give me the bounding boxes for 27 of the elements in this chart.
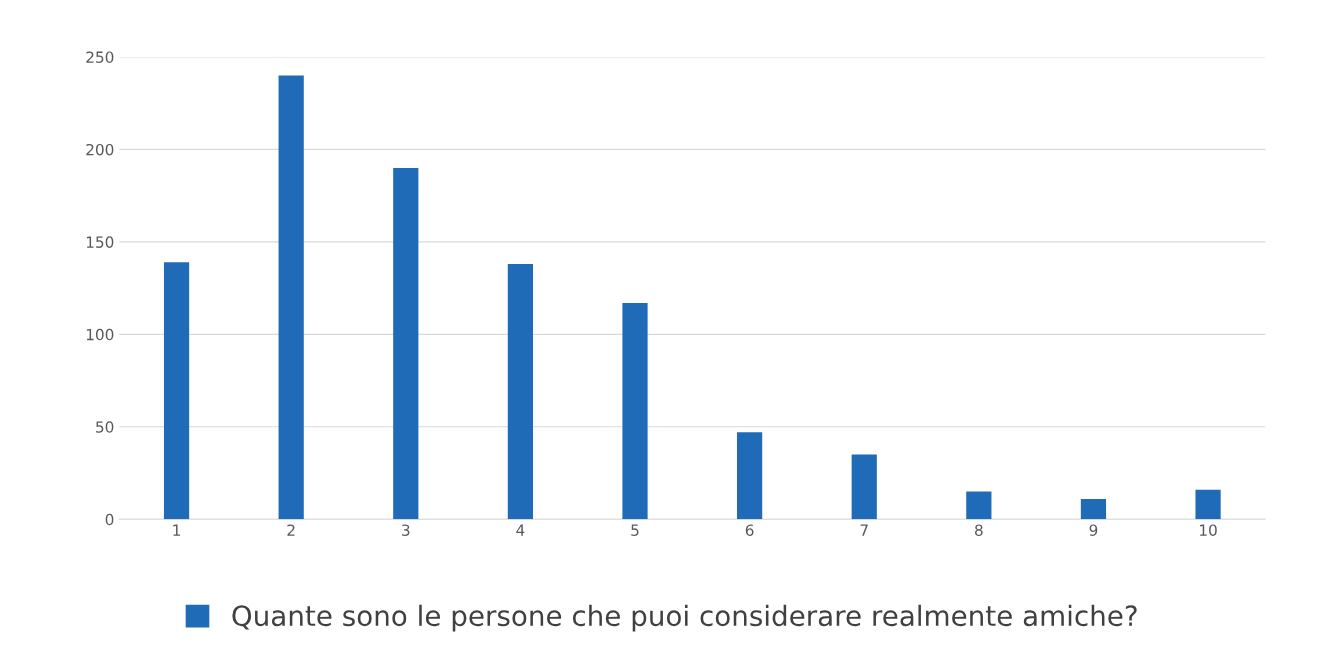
x-tick-label: 9: [1089, 524, 1098, 536]
bar: [1195, 489, 1221, 520]
x-tick-label: 5: [631, 524, 639, 536]
bar: [737, 432, 763, 520]
bar: [622, 302, 648, 520]
y-tick-label: 200: [86, 143, 114, 156]
x-tick-label: 3: [402, 524, 410, 536]
x-tick-label: 8: [975, 524, 983, 536]
x-tick-label: 1: [173, 524, 181, 536]
bar: [278, 75, 304, 520]
x-tick-label: 4: [516, 524, 525, 536]
bar: [163, 262, 190, 520]
legend-label: Quante sono le persone che puoi considerare realmente amiche?: [232, 604, 1137, 632]
y-tick-label: 100: [86, 328, 114, 341]
bar: [851, 454, 877, 520]
y-tick-label: 0: [105, 513, 114, 526]
x-tick-label: 7: [860, 524, 868, 536]
y-tick-label: 50: [96, 421, 114, 433]
y-tick-label: 250: [86, 51, 114, 63]
bar: [966, 491, 992, 520]
x-tick-label: 6: [745, 524, 754, 536]
bar: [1080, 498, 1107, 520]
bar: [507, 264, 533, 520]
y-tick-label: 150: [86, 236, 114, 248]
bar: [393, 167, 419, 520]
x-tick-label: 2: [287, 524, 295, 536]
x-tick-label: 10: [1200, 524, 1217, 536]
